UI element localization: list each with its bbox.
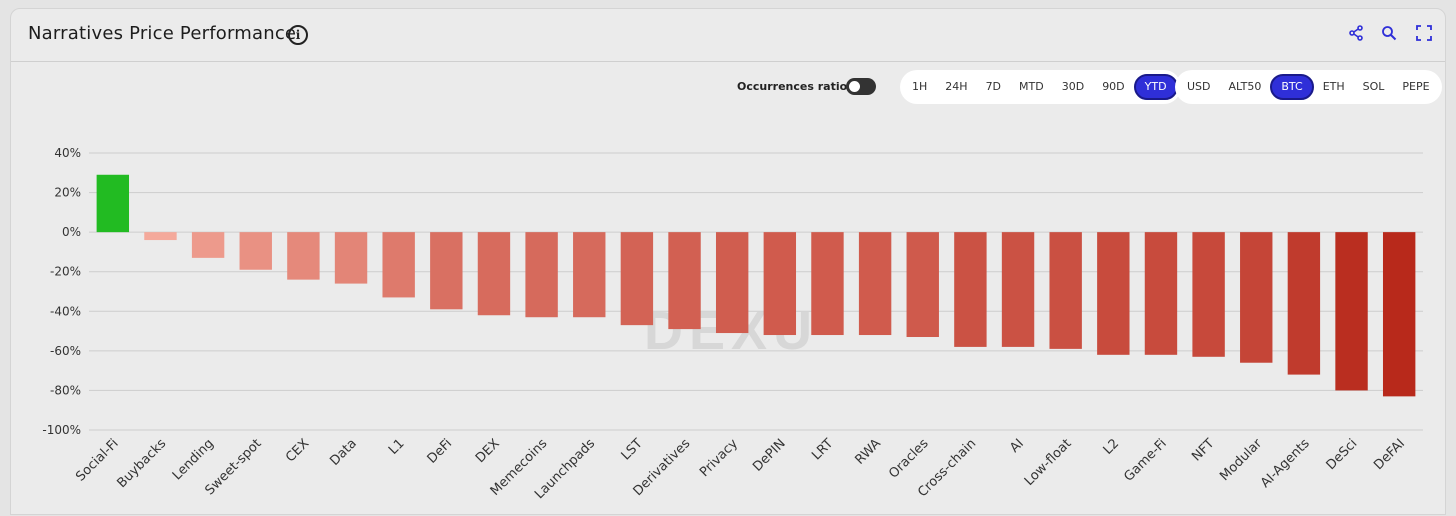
x-tick-label: Lending [170,436,217,483]
bar-modular[interactable] [1240,232,1273,363]
bar-defai[interactable] [1382,232,1416,397]
chart-bars [96,174,1416,397]
bar-desci[interactable] [1335,232,1368,391]
bar-launchpads[interactable] [573,232,606,318]
page-title: Narratives Price Performance [28,23,297,44]
bar-sweet-spot[interactable] [239,232,272,270]
zoom-icon[interactable] [1381,25,1397,41]
x-tick-label: DeFAI [1371,436,1408,473]
bar-cex[interactable] [287,232,320,280]
toggle-knob [849,81,860,92]
x-tick-label: CEX [283,436,312,465]
base-btc[interactable]: BTC [1270,74,1314,100]
fullscreen-icon[interactable] [1416,25,1432,41]
x-tick-label: RWA [852,436,884,468]
base-usd[interactable]: USD [1187,80,1211,93]
y-tick-label: -100% [42,423,81,437]
bar-l2[interactable] [1097,232,1130,355]
timeframe-30d[interactable]: 30D [1061,80,1085,93]
x-tick-label: LST [619,436,646,463]
bar-lending[interactable] [191,232,225,258]
bar-data[interactable] [334,232,368,284]
y-tick-label: 20% [54,186,81,200]
x-tick-label: Buybacks [114,436,169,491]
base-eth[interactable]: ETH [1322,80,1345,93]
y-tick-label: -40% [50,304,81,318]
bar-derivatives[interactable] [668,232,701,330]
info-icon[interactable]: i [288,25,308,45]
bar-oracles[interactable] [906,232,939,338]
x-tick-label: Game-Fi [1121,436,1169,484]
x-tick-label: AI [1007,436,1027,456]
bar-l1[interactable] [382,232,415,298]
bar-low-float[interactable] [1049,232,1082,349]
x-tick-label: DePIN [750,436,788,474]
bar-game-fi[interactable] [1144,232,1178,355]
x-tick-label: Social-Fi [73,436,121,484]
x-tick-label: L1 [386,436,408,458]
timeframe-1h[interactable]: 1H [912,80,928,93]
bar-privacy[interactable] [715,232,749,334]
base-currency-selector: USD ALT50 BTC ETH SOL PEPE [1175,70,1442,104]
y-tick-label: 0% [62,225,81,239]
y-tick-label: -80% [50,383,81,397]
x-tick-label: Privacy [697,436,741,480]
bar-ai[interactable] [1001,232,1035,347]
y-tick-label: -60% [50,344,81,358]
share-icon[interactable] [1348,25,1364,41]
timeframe-90d[interactable]: 90D [1102,80,1125,93]
bar-defi[interactable] [430,232,463,310]
x-tick-label: LRT [809,436,836,463]
bar-rwa[interactable] [858,232,892,336]
bar-depin[interactable] [763,232,797,336]
occurrences-ratio-toggle[interactable] [846,78,876,95]
y-tick-label: -20% [50,265,81,279]
x-tick-label: DeSci [1324,436,1361,473]
bar-ai-agents[interactable] [1287,232,1321,375]
x-tick-label: L2 [1101,436,1123,458]
x-tick-label: Oracles [886,436,931,481]
chart-card: Narratives Price Performance i Occurrenc… [10,8,1446,515]
base-sol[interactable]: SOL [1362,80,1385,93]
bar-social-fi[interactable] [96,174,130,233]
x-tick-label: NFT [1189,436,1217,464]
bar-lrt[interactable] [811,232,844,336]
base-alt50[interactable]: ALT50 [1228,80,1262,93]
bar-dex[interactable] [477,232,511,316]
card-header: Narratives Price Performance i [11,9,1445,62]
base-pepe[interactable]: PEPE [1402,80,1430,93]
timeframe-24h[interactable]: 24H [945,80,968,93]
bar-nft[interactable] [1192,232,1225,357]
bar-memecoins[interactable] [525,232,558,318]
y-tick-label: 40% [54,146,81,160]
x-tick-label: DEX [473,436,503,466]
x-tick-label: Data [327,436,360,469]
timeframe-7d[interactable]: 7D [985,80,1002,93]
bar-buybacks[interactable] [144,232,177,241]
timeframe-mtd[interactable]: MTD [1019,80,1044,93]
x-tick-label: AI-Agents [1258,436,1313,491]
y-axis: 40% 20% 0% -20% -40% -60% -80% -100% [42,146,81,437]
occurrences-ratio-label: Occurrences ratio [737,80,848,93]
x-tick-label: Modular [1217,436,1265,484]
timeframe-selector: 1H 24H 7D MTD 30D 90D YTD [900,70,1181,104]
x-tick-label: Low-float [1022,436,1075,489]
bar-chart: 40%20%0%-20%-40%-60%-80%-100% DEXU Socia… [42,146,1423,502]
bar-cross-chain[interactable] [954,232,987,347]
bar-lst[interactable] [620,232,654,326]
x-tick-label: DeFi [425,436,456,467]
